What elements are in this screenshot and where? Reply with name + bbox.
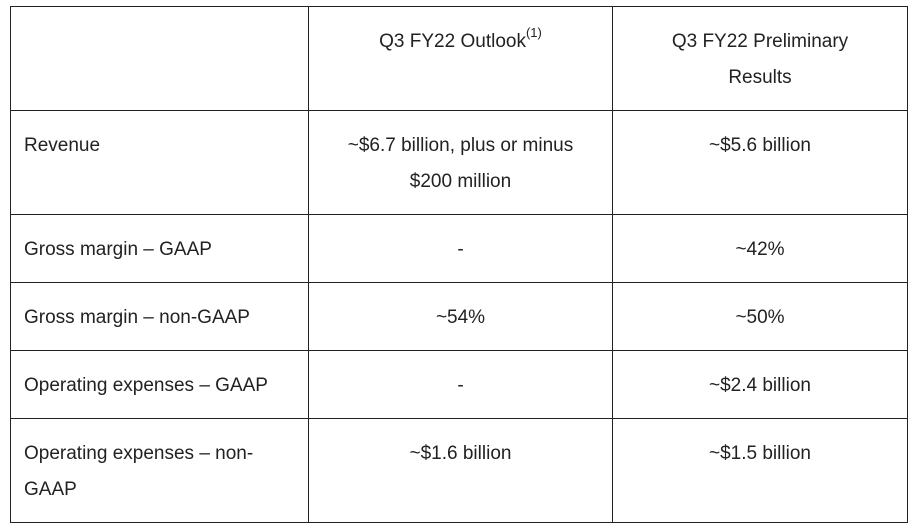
outlook-value: - — [457, 375, 464, 396]
results-cell: ~42% — [612, 214, 908, 283]
header-results-cell: Q3 FY22 Preliminary Results — [612, 6, 908, 111]
results-value: ~42% — [735, 239, 785, 260]
header-outlook-cell: Q3 FY22 Outlook(1) — [308, 6, 613, 111]
results-cell: ~50% — [612, 282, 908, 351]
outlook-value: ~$6.7 billion, plus or minus $200 millio… — [347, 135, 574, 192]
header-outlook-label: Q3 FY22 Outlook — [379, 31, 526, 52]
results-value: ~$5.6 billion — [709, 135, 811, 156]
table-row: Gross margin – non-GAAP ~54% ~50% — [10, 282, 908, 351]
metric-label: Gross margin – GAAP — [24, 239, 212, 260]
outlook-cell: ~$6.7 billion, plus or minus $200 millio… — [308, 110, 613, 215]
metric-label: Operating expenses – GAAP — [24, 375, 268, 396]
outlook-cell: ~$1.6 billion — [308, 418, 613, 523]
table-row: Revenue ~$6.7 billion, plus or minus $20… — [10, 110, 908, 215]
metric-cell: Operating expenses – non-GAAP — [10, 418, 309, 523]
metric-cell: Revenue — [10, 110, 309, 215]
results-value: ~$2.4 billion — [709, 375, 811, 396]
metric-label: Gross margin – non-GAAP — [24, 307, 250, 328]
metric-cell: Gross margin – non-GAAP — [10, 282, 309, 351]
outlook-value: ~54% — [435, 307, 486, 328]
metric-label: Operating expenses – non-GAAP — [24, 443, 254, 500]
financial-outlook-table: Q3 FY22 Outlook(1) Q3 FY22 Preliminary R… — [10, 6, 908, 523]
outlook-value: ~$1.6 billion — [409, 443, 512, 464]
metric-cell: Gross margin – GAAP — [10, 214, 309, 283]
outlook-cell: - — [308, 214, 613, 283]
metric-cell: Operating expenses – GAAP — [10, 350, 309, 419]
results-cell: ~$5.6 billion — [612, 110, 908, 215]
metric-label: Revenue — [24, 135, 101, 156]
header-empty-cell — [10, 6, 309, 111]
outlook-cell: - — [308, 350, 613, 419]
table-row: Gross margin – GAAP - ~42% — [10, 214, 908, 283]
table-row: Operating expenses – non-GAAP ~$1.6 bill… — [10, 418, 908, 523]
footnote-marker: (1) — [525, 24, 542, 40]
results-cell: ~$2.4 billion — [612, 350, 908, 419]
table-row: Operating expenses – GAAP - ~$2.4 billio… — [10, 350, 908, 419]
results-value: ~50% — [735, 307, 785, 328]
outlook-value: - — [457, 239, 464, 260]
results-value: ~$1.5 billion — [709, 443, 811, 464]
header-results-label: Q3 FY22 Preliminary Results — [671, 31, 849, 88]
header-row: Q3 FY22 Outlook(1) Q3 FY22 Preliminary R… — [10, 6, 908, 111]
results-cell: ~$1.5 billion — [612, 418, 908, 523]
outlook-cell: ~54% — [308, 282, 613, 351]
